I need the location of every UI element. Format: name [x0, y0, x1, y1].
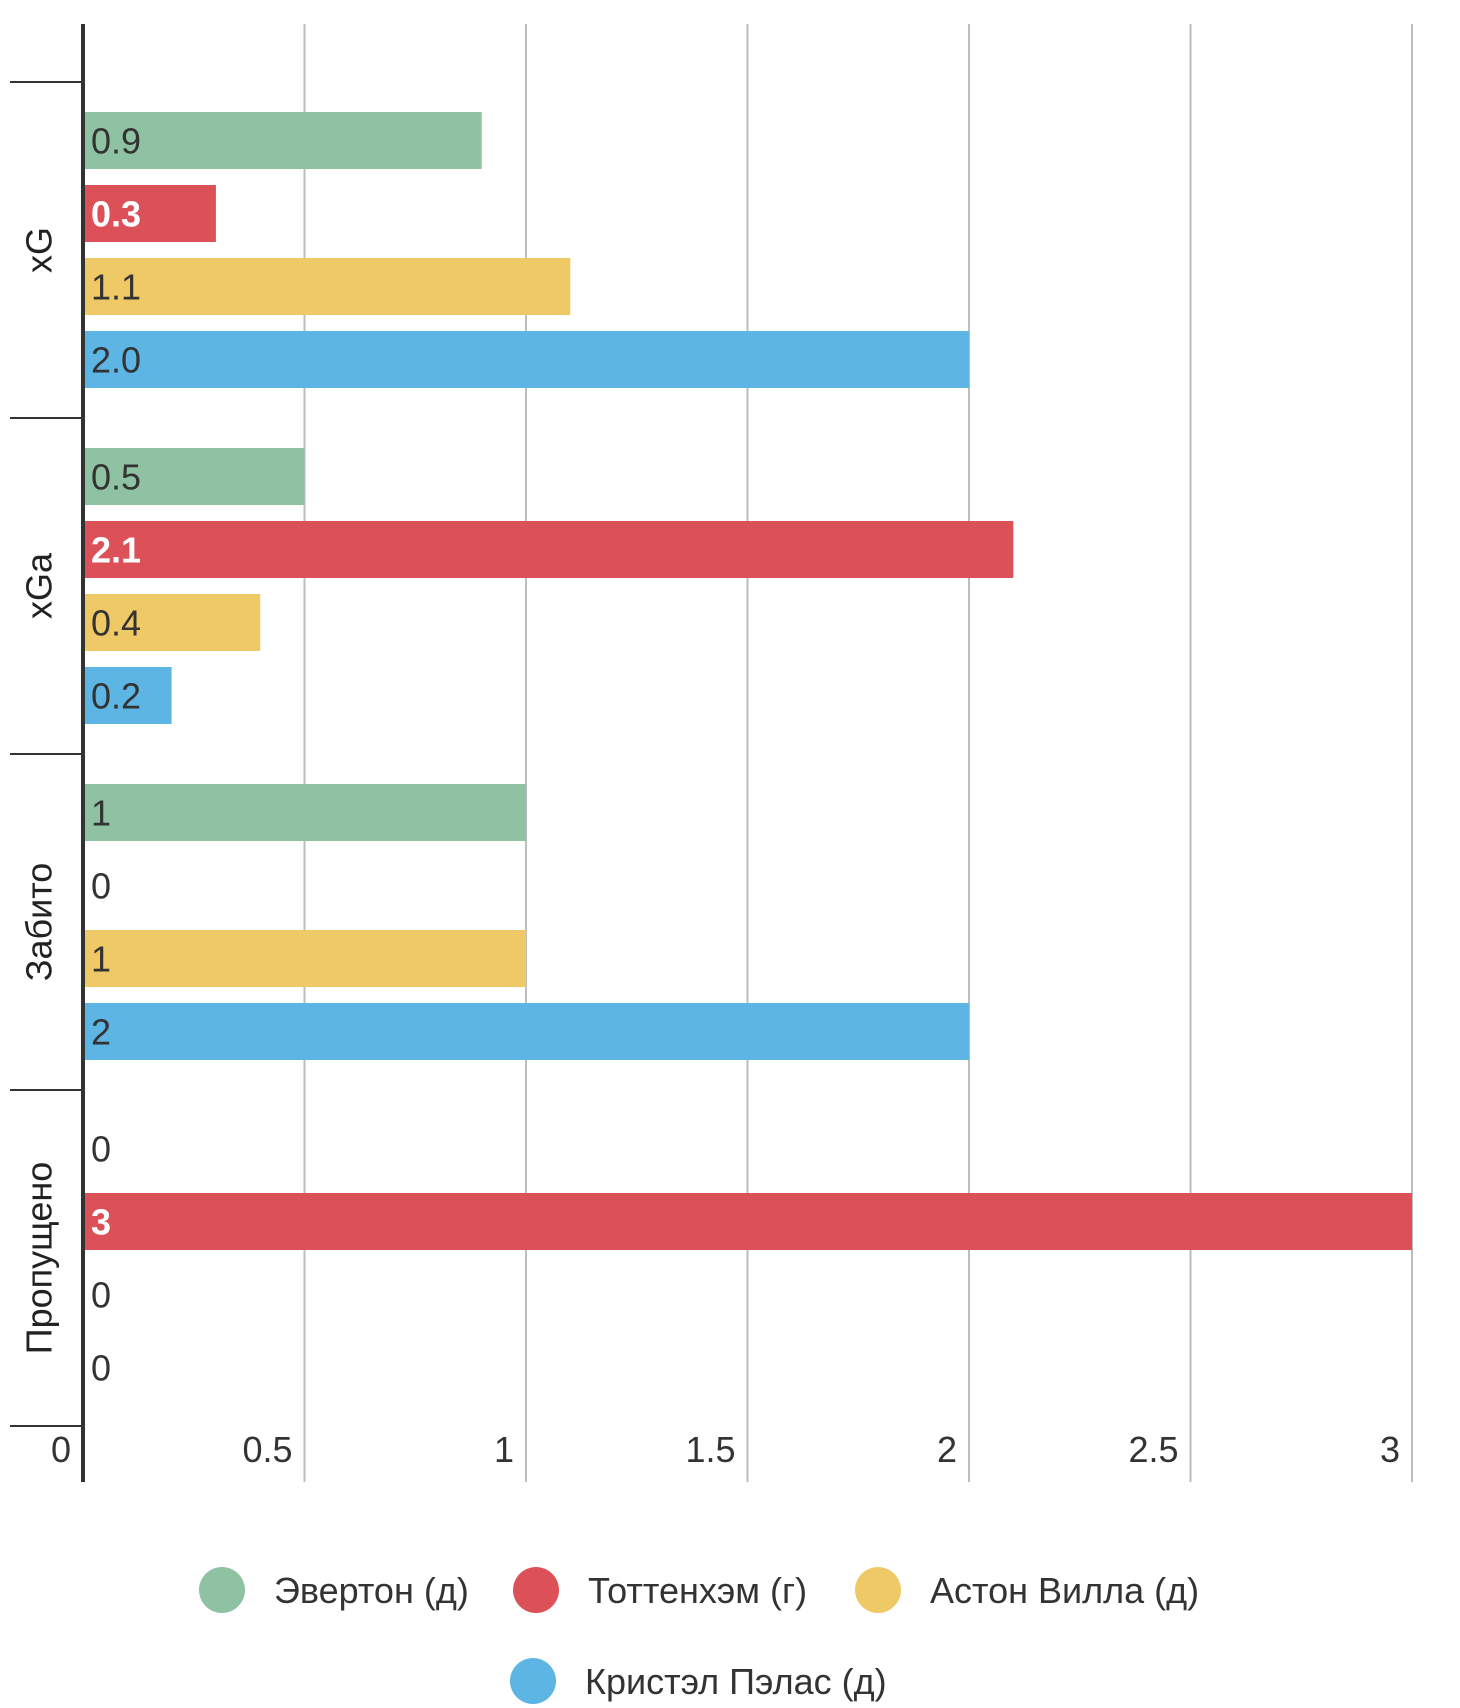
grid-lines — [303, 24, 1413, 1482]
bar-label-1-2: 0.4 — [91, 603, 141, 644]
bar-label-2-1: 0 — [91, 866, 111, 907]
bar-label-0-3: 2.0 — [91, 340, 141, 381]
category-separators — [10, 81, 83, 1427]
x-tick-label-0: 0 — [51, 1429, 71, 1470]
legend-swatch-3 — [510, 1658, 556, 1704]
legend-label-1: Тоттенхэм (г) — [588, 1570, 807, 1611]
bar-label-0-0: 0.9 — [91, 121, 141, 162]
category-label-0: xG — [19, 227, 60, 273]
bar-label-1-3: 0.2 — [91, 676, 141, 717]
bar-label-2-2: 1 — [91, 939, 111, 980]
legend-swatch-2 — [855, 1567, 901, 1613]
bar-label-0-1: 0.3 — [91, 194, 141, 235]
bar-1-3 — [83, 667, 172, 724]
x-tick-label-1: 0.5 — [242, 1429, 292, 1470]
x-tick-label-5: 2.5 — [1128, 1429, 1178, 1470]
bar-3-1 — [83, 1193, 1412, 1250]
bar-0-3 — [83, 331, 969, 388]
bar-0-0 — [83, 112, 482, 169]
bar-1-0 — [83, 448, 305, 505]
x-tick-label-3: 1.5 — [685, 1429, 735, 1470]
bar-1-2 — [83, 594, 261, 651]
bar-label-2-3: 2 — [91, 1012, 111, 1053]
x-tick-label-2: 1 — [494, 1429, 514, 1470]
bar-label-3-1: 3 — [91, 1202, 111, 1243]
bar-label-1-1: 2.1 — [91, 530, 141, 571]
bar-label-3-3: 0 — [91, 1348, 111, 1389]
category-label-2: Забито — [19, 863, 60, 982]
bar-0-1 — [83, 185, 216, 242]
category-labels: xG xGa Забито Пропущено — [19, 227, 60, 1354]
bar-2-3 — [83, 1003, 969, 1060]
bar-label-0-2: 1.1 — [91, 267, 141, 308]
bar-label-3-0: 0 — [91, 1129, 111, 1170]
bar-label-2-0: 1 — [91, 793, 111, 834]
legend-label-0: Эвертон (д) — [274, 1570, 469, 1611]
category-label-1: xGa — [19, 552, 60, 619]
bar-0-2 — [83, 258, 571, 315]
bar-label-3-2: 0 — [91, 1275, 111, 1316]
bar-1-1 — [83, 521, 1014, 578]
legend-label-3: Кристэл Пэлас (д) — [585, 1661, 887, 1702]
x-tick-labels: 0 0.5 1 1.5 2 2.5 3 — [51, 1429, 1400, 1470]
x-tick-label-4: 2 — [937, 1429, 957, 1470]
bar-2-2 — [83, 930, 526, 987]
bars: 0.9 0.3 1.1 2.0 0.5 2.1 0.4 0.2 1 0 1 2 0 3 0 0 — [83, 112, 1412, 1389]
bar-2-0 — [83, 784, 526, 841]
legend-swatch-1 — [513, 1567, 559, 1613]
bar-label-1-0: 0.5 — [91, 457, 141, 498]
category-label-3: Пропущено — [19, 1162, 60, 1355]
legend-label-2: Астон Вилла (д) — [930, 1570, 1199, 1611]
legend: Эвертон (д) Тоттенхэм (г) Астон Вилла (д) К… — [199, 1567, 1199, 1704]
x-tick-label-6: 3 — [1380, 1429, 1400, 1470]
legend-swatch-0 — [199, 1567, 245, 1613]
